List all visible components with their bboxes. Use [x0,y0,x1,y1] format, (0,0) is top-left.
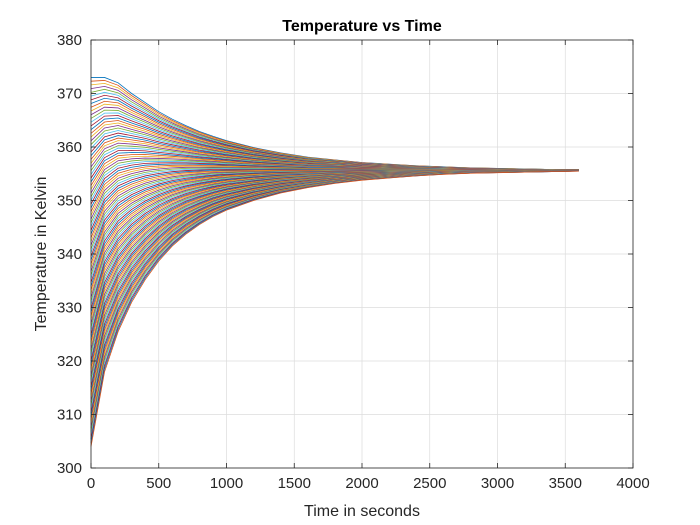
y-tick-label: 310 [57,407,82,424]
y-tick-label: 340 [57,246,82,263]
y-tick-label: 300 [57,460,82,477]
x-tick-label: 2000 [345,475,378,492]
x-tick-label: 0 [87,475,95,492]
y-tick-label: 360 [57,139,82,156]
y-tick-label: 380 [57,32,82,49]
x-tick-label: 500 [146,475,171,492]
x-tick-label: 1000 [210,475,243,492]
x-axis-label: Time in seconds [304,503,420,520]
x-tick-label: 3000 [481,475,514,492]
series-lines [90,77,579,447]
x-tick-label: 2500 [413,475,446,492]
y-axis-label: Temperature in Kelvin [33,177,50,332]
x-tick-label: 4000 [616,475,649,492]
y-tick-label: 320 [57,353,82,370]
series-line [90,170,579,447]
y-tick-label: 350 [57,193,82,210]
chart-title: Temperature vs Time [282,18,442,35]
y-tick-label: 370 [57,86,82,103]
x-tick-label: 1500 [278,475,311,492]
x-tick-label: 3500 [549,475,582,492]
y-tick-label: 330 [57,300,82,317]
axis-ticks: 0 500 1000 1500 2000 2500 3000 3500 4000 300 310 32… [57,32,650,492]
